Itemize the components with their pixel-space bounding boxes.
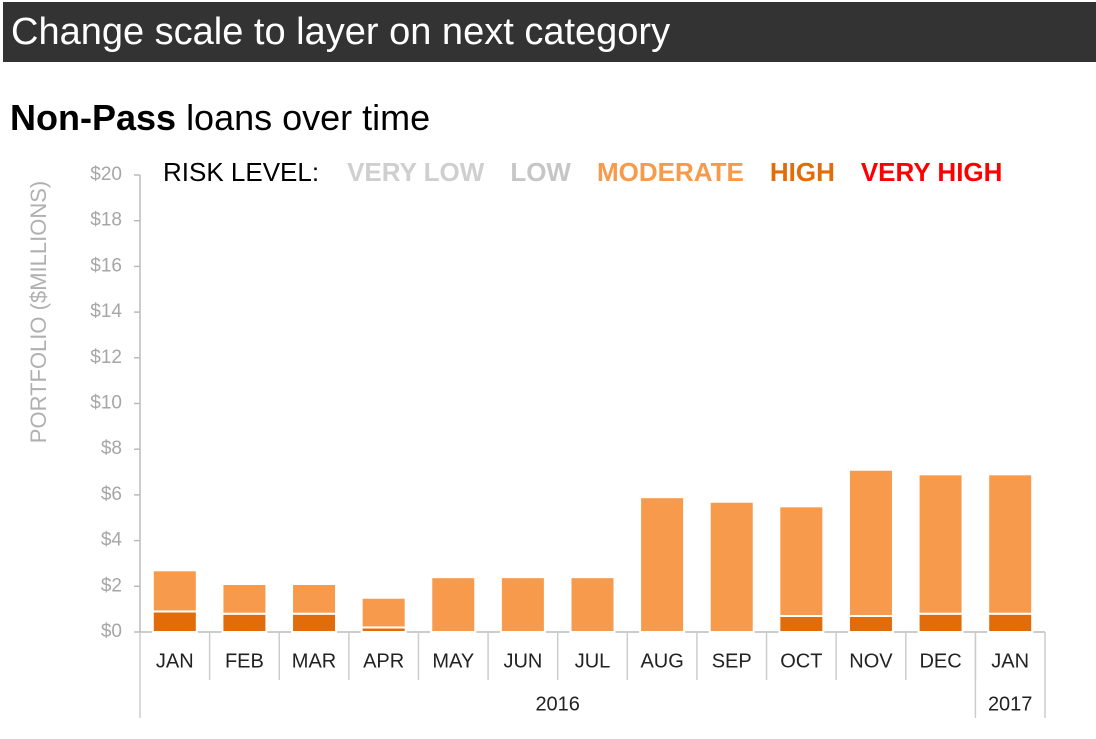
y-tick-label: $12 bbox=[90, 347, 122, 368]
bar-segment bbox=[360, 596, 407, 629]
y-tick-label: $18 bbox=[90, 210, 122, 231]
x-tick-label: FEB bbox=[225, 650, 264, 672]
title-bold: Non-Pass bbox=[10, 97, 176, 138]
bar-segment bbox=[221, 612, 268, 633]
chart-title: Non-Pass loans over time bbox=[10, 97, 430, 138]
x-tick-label: MAY bbox=[432, 650, 474, 672]
legend-entry: HIGH bbox=[770, 157, 835, 187]
y-axis-label: PORTFOLIO ($MILLIONS) bbox=[26, 181, 51, 443]
bar-segment bbox=[639, 496, 686, 633]
x-tick-label: NOV bbox=[849, 650, 893, 672]
y-tick-label: $10 bbox=[90, 393, 122, 414]
legend-entry: VERY LOW bbox=[347, 157, 485, 187]
x-tick-label: DEC bbox=[919, 650, 961, 672]
title-rest: loans over time bbox=[186, 97, 430, 138]
x-tick-label: SEP bbox=[712, 650, 752, 672]
legend-entry: MODERATE bbox=[597, 157, 744, 187]
bar-segment bbox=[917, 473, 964, 615]
bar-segment bbox=[917, 612, 964, 633]
legend-entry: LOW bbox=[510, 157, 571, 187]
bar-segment bbox=[847, 468, 894, 618]
y-tick-label: $14 bbox=[90, 301, 122, 322]
y-tick-label: $8 bbox=[101, 438, 122, 459]
group-label: 2017 bbox=[988, 693, 1033, 715]
legend-title: RISK LEVEL: bbox=[163, 157, 319, 187]
bar-segment bbox=[987, 473, 1034, 615]
x-tick-label: OCT bbox=[780, 650, 822, 672]
header-title: Change scale to layer on next category bbox=[3, 2, 1096, 62]
x-tick-label: JUL bbox=[575, 650, 611, 672]
bar-segment bbox=[291, 612, 338, 633]
bar-segment bbox=[291, 583, 338, 615]
x-tick-label: JAN bbox=[156, 650, 194, 672]
bar-segment bbox=[151, 569, 198, 613]
bar-segment bbox=[430, 576, 477, 633]
y-tick-label: $16 bbox=[90, 255, 122, 276]
x-tick-label: APR bbox=[363, 650, 404, 672]
y-tick-label: $2 bbox=[101, 575, 122, 596]
bar-segment bbox=[847, 615, 894, 634]
bar-segment bbox=[499, 576, 546, 633]
x-tick-label: JUN bbox=[503, 650, 542, 672]
y-tick-label: $0 bbox=[101, 621, 122, 642]
bar-segment bbox=[708, 500, 755, 633]
bar-segment bbox=[778, 505, 825, 618]
group-label: 2016 bbox=[535, 693, 580, 715]
y-tick-label: $6 bbox=[101, 484, 122, 505]
x-tick-label: JAN bbox=[991, 650, 1029, 672]
bar-segment bbox=[221, 583, 268, 615]
y-tick-label: $4 bbox=[101, 530, 123, 551]
y-tick-label: $20 bbox=[90, 164, 122, 185]
x-tick-label: MAR bbox=[292, 650, 336, 672]
bar-segment bbox=[569, 576, 616, 633]
bar-segment bbox=[778, 615, 825, 634]
bar-segment bbox=[987, 612, 1034, 633]
legend-entry: VERY HIGH bbox=[861, 157, 1003, 187]
bar-segment bbox=[151, 610, 198, 633]
x-tick-label: AUG bbox=[640, 650, 683, 672]
